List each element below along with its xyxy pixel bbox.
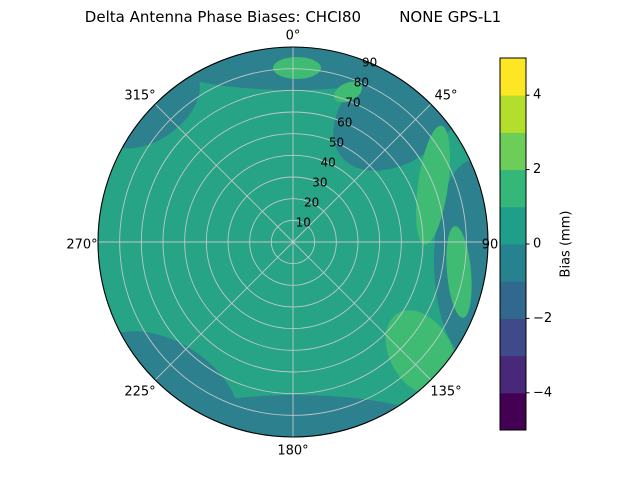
- theta-tick-label: 45°: [434, 89, 457, 104]
- theta-gridline: [154, 241, 294, 381]
- bias-region: [434, 160, 488, 360]
- radial-tick-label: 60: [337, 115, 352, 129]
- theta-gridline: [292, 103, 432, 243]
- bias-region: [333, 81, 363, 103]
- radial-tick-label: 10: [296, 215, 311, 229]
- theta-tick-label: 135°: [430, 385, 461, 400]
- colorbar-band: [500, 132, 526, 171]
- colorbar-tick-label: −4: [533, 385, 552, 400]
- theta-gridline: [154, 103, 294, 243]
- radial-tick-label: 30: [312, 175, 327, 189]
- bias-region: [415, 125, 451, 245]
- colorbar-band: [500, 392, 526, 431]
- theta-tick-label: 225°: [124, 385, 155, 400]
- radial-tick-label: 20: [304, 195, 319, 209]
- theta-tick-label: 315°: [124, 89, 155, 104]
- theta-tick-label: 270°: [66, 238, 97, 253]
- colorbar-band: [500, 95, 526, 133]
- colorbar: 4 2 0 −2 −4 Bias (mm): [499, 57, 574, 431]
- colorbar-band: [500, 58, 526, 96]
- radial-tick-label: 90: [362, 55, 377, 69]
- theta-tick-label: 0°: [286, 29, 301, 44]
- colorbar-axis-label: Bias (mm): [559, 211, 574, 278]
- colorbar-tick-label: 4: [533, 88, 541, 103]
- colorbar-band: [500, 281, 526, 319]
- bias-region: [273, 57, 321, 79]
- colorbar-band: [500, 206, 526, 245]
- polar-outline: [97, 46, 489, 438]
- radial-tick-label: 50: [329, 135, 344, 149]
- radial-tick-label: 80: [354, 75, 369, 89]
- colorbar-tick-label: 2: [533, 162, 541, 177]
- chart-title: Delta Antenna Phase Biases: CHCI80 NONE …: [84, 8, 502, 26]
- colorbar-band: [500, 318, 526, 357]
- colorbar-band: [500, 355, 526, 394]
- theta-tick-label: 180°: [277, 444, 308, 459]
- theta-gridline: [292, 241, 432, 381]
- bias-region: [446, 226, 472, 318]
- radial-tick-label: 40: [321, 155, 336, 169]
- colorbar-tick-label: 0: [533, 237, 541, 252]
- theta-tick-label: 90: [482, 238, 499, 253]
- radial-tick-label: 70: [345, 95, 360, 109]
- bias-regions: [98, 47, 488, 437]
- colorbar-band: [500, 169, 526, 208]
- colorbar-tick-label: −2: [533, 311, 552, 326]
- colorbar-band: [500, 244, 526, 282]
